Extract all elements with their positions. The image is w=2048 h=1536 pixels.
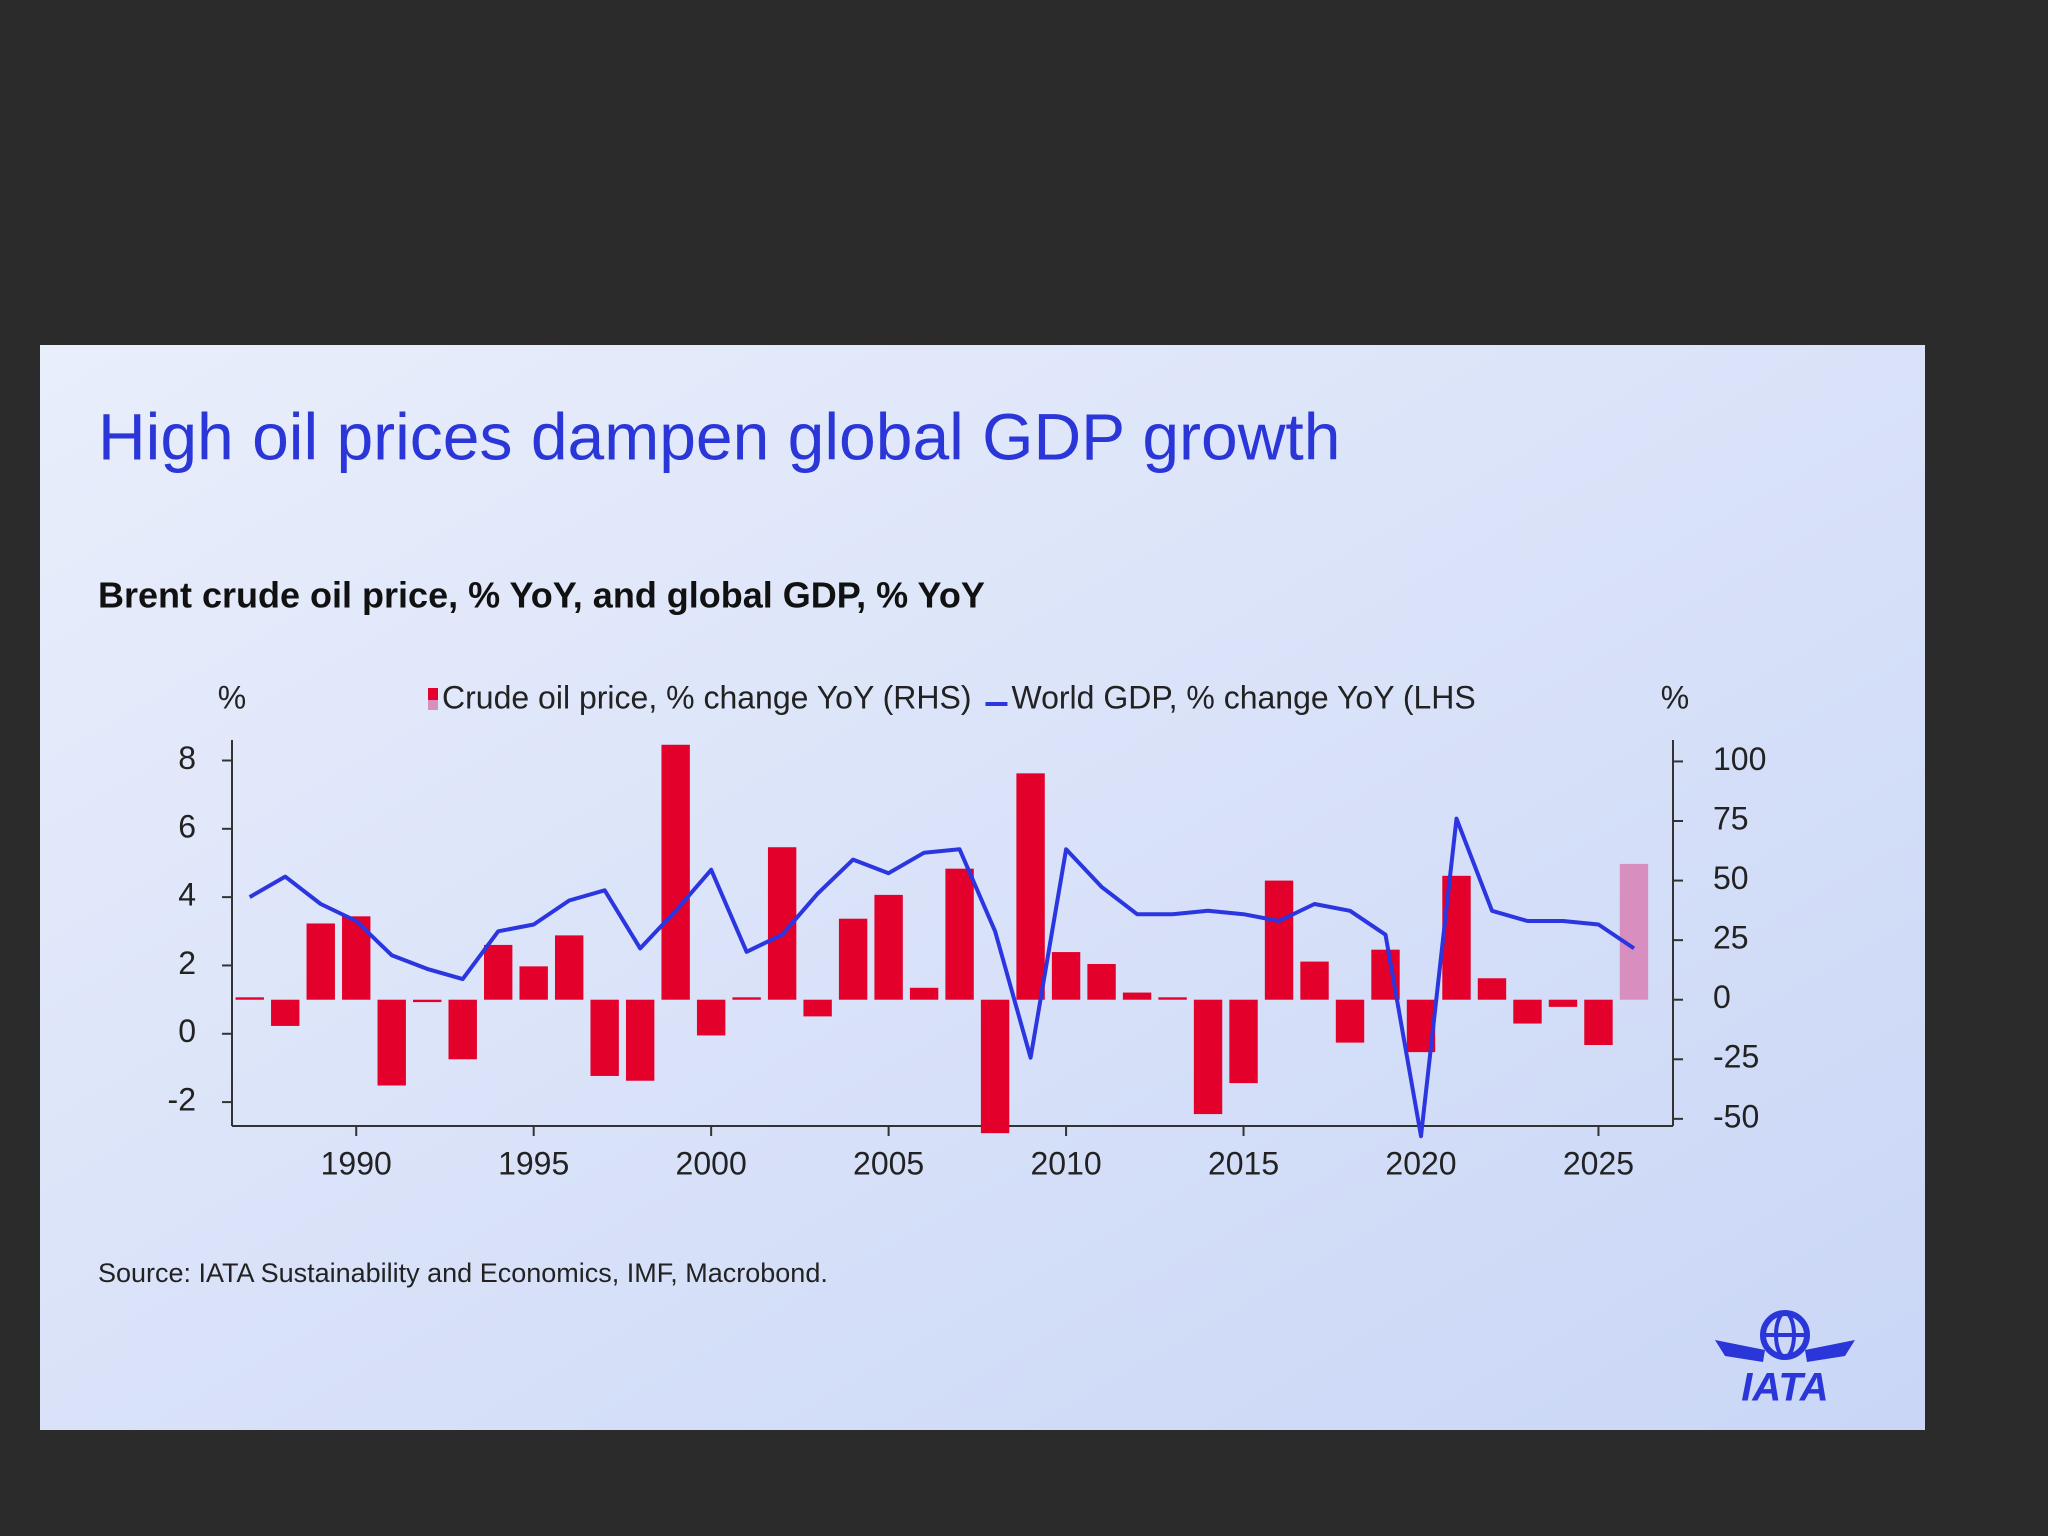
bar [696, 999, 726, 1036]
bar [838, 918, 868, 1000]
legend-swatch [428, 688, 438, 700]
bar [1016, 773, 1045, 1000]
x-tick-label: 2005 [853, 1145, 924, 1181]
bar [1087, 963, 1116, 1000]
bar [306, 923, 335, 1000]
y2-axis-label: % [1661, 679, 1689, 715]
bar [271, 999, 300, 1026]
legend-label: World GDP, % change YoY (LHS [1011, 679, 1475, 715]
bar [448, 999, 477, 1060]
bar [661, 744, 690, 1000]
bar [1513, 999, 1542, 1024]
bar [909, 987, 939, 1000]
bar [377, 999, 406, 1086]
y-tick-label: 0 [178, 1013, 196, 1049]
slide-title: High oil prices dampen global GDP growth [98, 399, 1340, 473]
bar [1158, 997, 1187, 1000]
source-note: Source: IATA Sustainability and Economic… [98, 1258, 828, 1288]
bar [625, 999, 655, 1081]
y2-tick-label: 25 [1713, 920, 1749, 956]
y-tick-label: -2 [168, 1082, 196, 1118]
bar [1335, 999, 1365, 1043]
bar [554, 935, 584, 1000]
bar [945, 868, 974, 1000]
y-tick-label: 4 [178, 877, 196, 913]
bar [732, 997, 761, 1000]
chart-subtitle: Brent crude oil price, % YoY, and global… [98, 575, 985, 616]
bar [590, 999, 619, 1076]
x-tick-label: 2000 [676, 1145, 747, 1181]
y2-tick-label: 50 [1713, 860, 1749, 896]
bar [235, 997, 264, 1000]
legend-swatch [428, 700, 438, 710]
bar [1051, 952, 1081, 1000]
iata-logo: IATA [1715, 1310, 1855, 1410]
bar [1584, 999, 1613, 1045]
bar [1548, 999, 1578, 1007]
y-tick-label: 6 [178, 808, 196, 844]
y-axis-label: % [218, 679, 246, 715]
x-tick-label: 2015 [1208, 1145, 1279, 1181]
x-tick-label: 2020 [1385, 1145, 1456, 1181]
legend-label: Crude oil price, % change YoY (RHS) [442, 679, 971, 715]
bar [980, 999, 1010, 1134]
y-tick-label: 8 [178, 740, 196, 776]
bar [874, 894, 903, 1000]
y2-tick-label: -25 [1713, 1039, 1759, 1075]
x-tick-label: 2025 [1563, 1145, 1634, 1181]
bar [1477, 978, 1507, 1000]
bar [519, 966, 548, 1000]
x-tick-label: 2010 [1030, 1145, 1101, 1181]
bar [1122, 992, 1152, 1000]
x-tick-label: 1990 [321, 1145, 392, 1181]
y-tick-label: 2 [178, 945, 196, 981]
bar [1619, 863, 1649, 1000]
y2-tick-label: -50 [1713, 1098, 1759, 1134]
bar [1229, 999, 1258, 1084]
bar [1264, 880, 1294, 1000]
x-tick-label: 1995 [498, 1145, 569, 1181]
screen [40, 345, 1925, 1430]
bar [1300, 961, 1329, 1000]
bar [803, 999, 832, 1017]
bar [1193, 999, 1223, 1115]
gdp-line [248, 816, 1636, 1139]
bar [483, 944, 513, 1000]
y2-tick-label: 100 [1713, 741, 1766, 777]
logo-text: IATA [1741, 1366, 1828, 1410]
y2-tick-label: 75 [1713, 800, 1749, 836]
y2-tick-label: 0 [1713, 979, 1731, 1015]
bar [413, 999, 442, 1003]
